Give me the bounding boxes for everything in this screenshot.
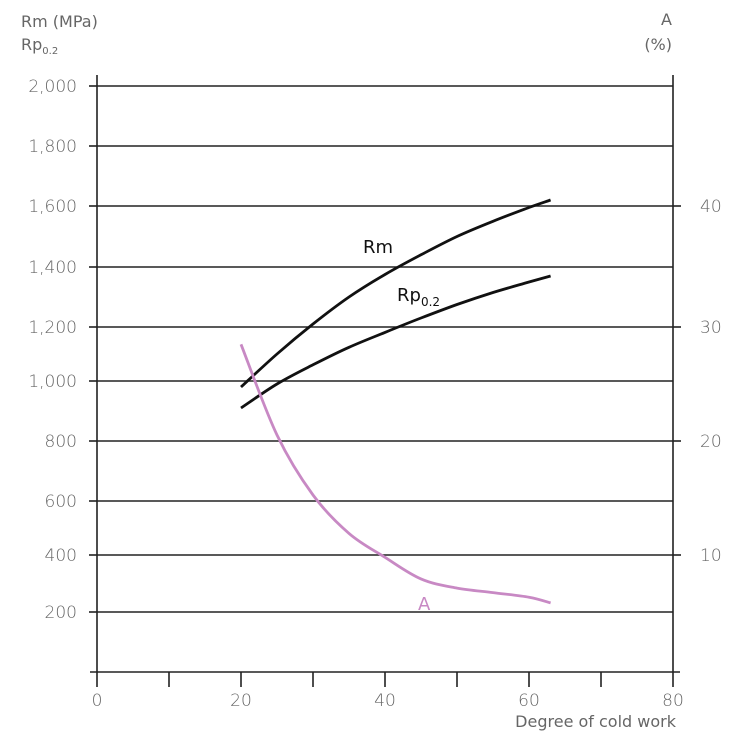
x-tick-label-60: 60 bbox=[518, 691, 540, 711]
y-left-axis-title-main: Rp bbox=[21, 35, 42, 54]
series-rm-line bbox=[240, 198, 552, 389]
x-tick-label-20: 20 bbox=[230, 691, 252, 711]
series-label-rp02-main: Rp bbox=[397, 285, 421, 306]
y-left-axis-title-sub: 0.2 bbox=[42, 46, 58, 57]
y-right-tick-label-30: 30 bbox=[700, 318, 722, 338]
x-tick-label-80: 80 bbox=[662, 691, 684, 711]
grid bbox=[97, 85, 673, 613]
axes bbox=[89, 75, 681, 687]
y-right-tick-label-40: 40 bbox=[700, 197, 722, 217]
y-left-tick-label-600: 600 bbox=[45, 492, 77, 512]
y-right-axis-title-line1: A bbox=[661, 10, 672, 29]
series-a-line bbox=[239, 343, 551, 605]
y-left-tick-label-800: 800 bbox=[45, 432, 77, 452]
tick-labels: 2004006008001,0001,2001,4001,6001,8002,0… bbox=[28, 77, 721, 711]
y-left-tick-label-400: 400 bbox=[45, 546, 77, 566]
y-left-tick-label-1200: 1,200 bbox=[28, 318, 77, 338]
x-tick-label-40: 40 bbox=[374, 691, 396, 711]
y-left-tick-label-2000: 2,000 bbox=[28, 77, 77, 97]
y-left-axis-title-line2: Rp0.2 bbox=[21, 35, 58, 57]
series-label-rp02: Rp0.2 bbox=[397, 285, 440, 309]
series-rp02-line bbox=[240, 274, 551, 410]
series-lines bbox=[239, 198, 552, 605]
y-left-axis-title-line1: Rm (MPa) bbox=[21, 12, 98, 31]
y-left-tick-label-1400: 1,400 bbox=[28, 258, 77, 278]
y-right-axis-title-line2: (%) bbox=[644, 35, 672, 54]
x-axis-title: Degree of cold work bbox=[515, 712, 677, 731]
y-left-tick-label-1600: 1,600 bbox=[28, 197, 77, 217]
series-label-rm: Rm bbox=[363, 237, 393, 258]
y-right-tick-label-20: 20 bbox=[700, 432, 722, 452]
series-label-a: A bbox=[418, 594, 431, 615]
y-left-tick-label-1800: 1,800 bbox=[28, 137, 77, 157]
y-left-tick-label-1000: 1,000 bbox=[28, 372, 77, 392]
x-tick-label-0: 0 bbox=[92, 691, 103, 711]
series-label-rp02-sub: 0.2 bbox=[421, 295, 440, 309]
y-left-tick-label-200: 200 bbox=[45, 603, 77, 623]
y-right-tick-label-10: 10 bbox=[700, 546, 722, 566]
